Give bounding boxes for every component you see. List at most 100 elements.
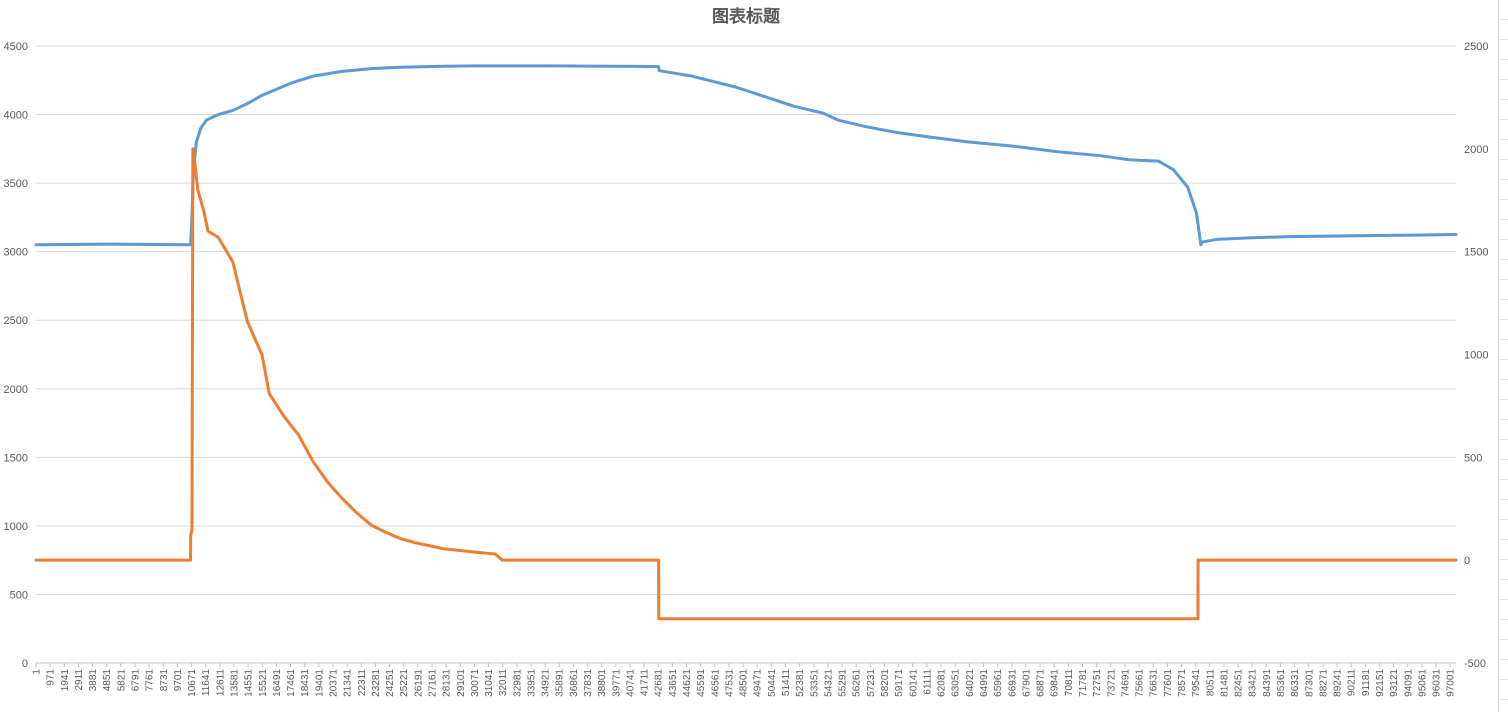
y-left-tick-label: 0	[22, 658, 28, 670]
y-left-tick-label: 2000	[4, 384, 28, 396]
x-tick-label: 50441	[767, 669, 778, 697]
x-tick-label: 45591	[696, 669, 707, 697]
x-tick-label: 47531	[724, 669, 735, 697]
x-tick-label: 81481	[1219, 669, 1230, 697]
y-right-tick-label: 1000	[1464, 350, 1488, 362]
x-tick-label: 66931	[1007, 669, 1018, 697]
x-tick-label: 71781	[1078, 669, 1089, 697]
x-tick-label: 61111	[922, 669, 933, 695]
x-tick-label: 67901	[1021, 669, 1032, 697]
x-tick-label: 48501	[739, 669, 750, 697]
x-tick-label: 64991	[979, 669, 990, 697]
x-tick-label: 971	[46, 669, 57, 686]
x-tick-label: 30071	[470, 669, 481, 697]
x-tick-label: 9701	[173, 669, 184, 692]
x-tick-label: 91181	[1361, 669, 1372, 697]
x-tick-label: 38801	[597, 669, 608, 697]
x-tick-label: 2911	[74, 669, 85, 691]
x-tick-label: 75661	[1135, 669, 1146, 697]
x-tick-label: 87301	[1304, 669, 1315, 697]
x-tick-label: 39771	[611, 669, 622, 697]
x-tick-label: 1	[32, 669, 43, 675]
y-right-tick-label: 2500	[1464, 41, 1488, 53]
x-tick-label: 57231	[866, 669, 877, 697]
x-tick-label: 28131	[442, 669, 453, 697]
x-tick-label: 19401	[314, 669, 325, 697]
spreadsheet-edge	[1498, 0, 1508, 712]
x-tick-label: 40741	[625, 669, 636, 697]
x-tick-label: 41711	[640, 669, 651, 697]
y-left-tick-label: 4500	[4, 41, 28, 53]
x-tick-label: 68871	[1036, 669, 1047, 697]
x-tick-label: 86331	[1290, 669, 1301, 697]
y-left-tick-label: 3500	[4, 178, 28, 190]
x-tick-label: 88271	[1318, 669, 1329, 697]
x-tick-label: 58201	[880, 669, 891, 697]
gridlines	[36, 45, 1456, 595]
x-tick-label: 11641	[201, 669, 212, 697]
x-tick-label: 46561	[710, 669, 721, 697]
x-tick-label: 43651	[668, 669, 679, 697]
x-tick-label: 29101	[456, 669, 467, 697]
y-left-tick-label: 4000	[4, 110, 28, 122]
x-tick-label: 85361	[1276, 669, 1287, 697]
x-tick-label: 97001	[1446, 669, 1457, 697]
x-tick-label: 33951	[526, 669, 537, 697]
x-tick-label: 8731	[159, 669, 170, 692]
x-tick-label: 90211	[1347, 669, 1358, 697]
x-tick-label: 13581	[229, 669, 240, 697]
y-right-tick-label: 0	[1464, 555, 1470, 567]
x-tick-label: 79541	[1191, 669, 1202, 697]
x-tick-label: 12611	[215, 669, 226, 697]
series-line-2	[34, 147, 1458, 621]
axes	[35, 662, 1456, 667]
x-tick-label: 63051	[951, 669, 962, 697]
y-left-tick-label: 500	[10, 589, 28, 601]
x-tick-label: 20371	[328, 669, 339, 697]
x-tick-label: 96031	[1432, 669, 1443, 697]
x-tick-label: 22311	[357, 669, 368, 697]
x-tick-label: 37831	[583, 669, 594, 697]
x-tick-label: 24251	[385, 669, 396, 697]
x-tick-label: 15521	[258, 669, 269, 697]
x-tick-label: 94091	[1403, 669, 1414, 697]
y-left-tick-label: 2500	[4, 315, 28, 327]
x-tick-label: 82451	[1234, 669, 1245, 697]
x-tick-label: 74691	[1120, 669, 1131, 697]
x-tick-label: 73721	[1106, 669, 1117, 697]
x-tick-label: 53351	[809, 669, 820, 697]
axis-labels: 050010001500200025003000350040004500-500…	[4, 41, 1489, 697]
chart-title: 图表标题	[712, 6, 781, 27]
x-tick-label: 65961	[993, 669, 1004, 697]
series-lines	[34, 64, 1458, 621]
x-tick-label: 16491	[272, 669, 283, 697]
x-tick-label: 52381	[795, 669, 806, 697]
x-tick-label: 80511	[1205, 669, 1216, 697]
x-tick-label: 92151	[1375, 669, 1386, 697]
y-right-tick-label: 500	[1464, 452, 1482, 464]
x-tick-label: 59171	[894, 669, 905, 697]
x-tick-label: 62081	[937, 669, 948, 697]
x-tick-label: 44621	[682, 669, 693, 697]
x-tick-label: 69841	[1050, 669, 1061, 697]
x-tick-label: 49471	[753, 669, 764, 697]
x-tick-label: 32981	[512, 669, 523, 697]
x-tick-label: 83421	[1248, 669, 1259, 697]
x-tick-label: 21341	[343, 669, 354, 697]
x-tick-label: 26191	[413, 669, 424, 697]
x-tick-label: 27161	[427, 669, 438, 697]
x-tick-label: 56261	[852, 669, 863, 697]
x-tick-label: 18431	[300, 669, 311, 697]
x-tick-label: 32011	[498, 669, 509, 697]
x-tick-label: 76631	[1149, 669, 1160, 697]
x-tick-label: 35891	[555, 669, 566, 697]
x-tick-label: 54321	[823, 669, 834, 697]
x-tick-label: 6791	[130, 669, 141, 692]
x-tick-label: 4851	[102, 669, 113, 692]
x-tick-label: 1941	[60, 669, 71, 692]
x-tick-label: 10671	[187, 669, 198, 697]
x-tick-label: 51411	[781, 669, 792, 697]
x-tick-label: 5821	[116, 669, 127, 692]
x-tick-label: 7761	[145, 669, 156, 692]
